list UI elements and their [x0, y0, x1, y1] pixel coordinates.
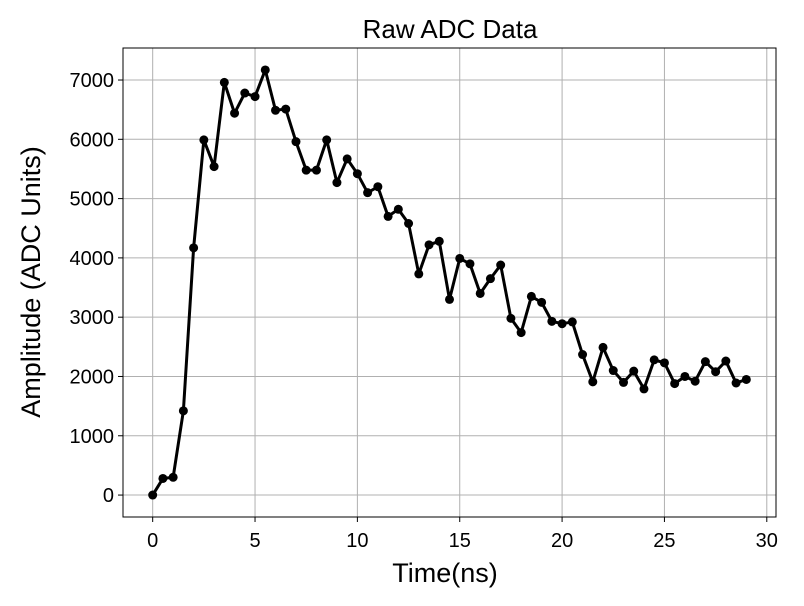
- data-point: [711, 367, 721, 377]
- data-point: [168, 472, 178, 482]
- data-point: [567, 317, 577, 327]
- data-line: [151, 68, 747, 496]
- data-point: [629, 366, 639, 376]
- data-point: [721, 356, 731, 366]
- x-tick-label: 5: [249, 530, 260, 552]
- data-point: [301, 165, 311, 175]
- data-point: [281, 104, 291, 114]
- data-point: [250, 92, 260, 102]
- data-point: [189, 243, 199, 253]
- data-point: [526, 291, 536, 301]
- data-point: [209, 162, 219, 172]
- data-point: [690, 376, 700, 386]
- data-point: [404, 219, 414, 229]
- data-point: [342, 154, 352, 164]
- data-point: [465, 259, 475, 269]
- data-point: [148, 490, 158, 500]
- y-tick-label: 1000: [70, 426, 115, 448]
- y-tick-label: 7000: [70, 70, 115, 92]
- data-point: [455, 253, 465, 263]
- x-tick-label: 30: [756, 530, 778, 552]
- x-tick-label: 15: [449, 530, 471, 552]
- data-point: [291, 137, 301, 147]
- data-point: [260, 65, 270, 75]
- data-point: [363, 188, 373, 198]
- data-point: [598, 342, 608, 352]
- data-point: [311, 165, 321, 175]
- data-point: [158, 473, 168, 483]
- data-point: [332, 178, 342, 188]
- data-point: [618, 377, 628, 387]
- data-point: [639, 384, 649, 394]
- data-point: [608, 366, 618, 376]
- data-point: [199, 135, 209, 145]
- data-point: [485, 274, 495, 284]
- data-point: [475, 288, 485, 298]
- y-tick-label: 3000: [70, 307, 115, 329]
- data-point: [537, 297, 547, 307]
- data-point: [741, 374, 751, 384]
- data-point: [322, 135, 332, 145]
- data-point: [352, 169, 362, 179]
- data-point: [383, 211, 393, 221]
- data-point: [680, 371, 690, 381]
- data-point: [700, 357, 710, 367]
- data-point: [588, 377, 598, 387]
- data-point: [373, 182, 383, 192]
- data-point: [670, 379, 680, 389]
- x-tick-label: 20: [551, 530, 573, 552]
- plot-frame: [122, 47, 777, 518]
- data-point: [178, 406, 188, 416]
- data-point: [393, 204, 403, 214]
- x-tick-label: 10: [346, 530, 368, 552]
- data-point: [445, 294, 454, 304]
- y-tick-label: 0: [103, 485, 114, 507]
- data-point: [506, 313, 516, 323]
- data-point: [240, 88, 250, 98]
- data-point: [557, 319, 567, 329]
- data-point: [219, 77, 229, 87]
- data-point: [496, 260, 506, 270]
- data-point: [424, 240, 434, 250]
- data-point: [271, 105, 281, 115]
- data-point: [547, 316, 557, 326]
- x-tick-label: 0: [147, 530, 158, 552]
- y-tick-label: 5000: [70, 189, 115, 211]
- y-tick-label: 6000: [70, 129, 115, 151]
- data-point: [434, 236, 444, 246]
- x-axis-label: Time(ns): [392, 558, 498, 588]
- data-point: [649, 355, 659, 365]
- data-point: [731, 378, 741, 388]
- y-tick-label: 2000: [70, 366, 115, 388]
- data-point: [578, 350, 588, 360]
- data-point: [230, 108, 240, 118]
- x-tick-label: 25: [653, 530, 675, 552]
- y-tick-label: 4000: [70, 248, 115, 270]
- chart-title: Raw ADC Data: [363, 14, 538, 44]
- data-point: [414, 269, 424, 279]
- data-point: [659, 358, 669, 368]
- y-axis-label: Amplitude (ADC Units): [16, 146, 46, 418]
- data-point: [516, 328, 526, 338]
